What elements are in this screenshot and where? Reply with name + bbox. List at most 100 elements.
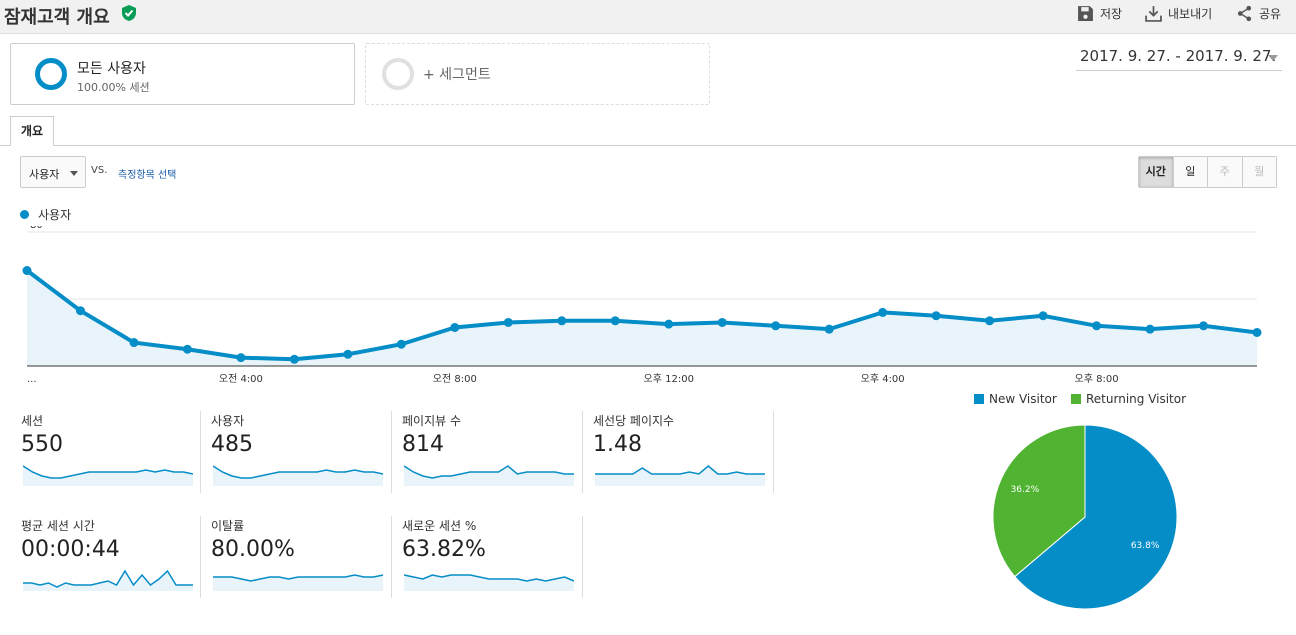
metric-value: 00:00:44 <box>21 537 120 562</box>
export-label: 내보내기 <box>1168 7 1213 21</box>
divider <box>200 516 201 598</box>
data-point <box>22 266 32 276</box>
sparkline-fill <box>404 466 574 486</box>
sparkline-fill <box>595 466 765 486</box>
metric-new-sessions[interactable]: 새로운 세션 % 63.82% <box>402 517 592 603</box>
metric-avg-session-duration[interactable]: 평균 세션 시간 00:00:44 <box>21 517 211 603</box>
segment-all-users[interactable]: 모든 사용자 100.00% 세션 <box>10 43 355 105</box>
metric-sessions[interactable]: 세션 550 <box>21 412 211 498</box>
sparkline-line <box>23 569 193 588</box>
period-hour-button[interactable]: 시간 <box>1139 157 1174 187</box>
sparkline <box>23 569 193 591</box>
y-tick-label: 80 <box>30 226 43 231</box>
divider <box>391 516 392 598</box>
segment-title: 모든 사용자 <box>77 61 146 77</box>
data-point <box>182 344 192 354</box>
sparkline-fill <box>213 575 383 591</box>
metric-value: 80.00% <box>211 537 295 562</box>
sparkline <box>23 465 193 486</box>
save-button[interactable]: 저장 <box>1077 5 1122 22</box>
date-range-picker[interactable]: 2017. 9. 27. - 2017. 9. 27. <box>1076 45 1282 71</box>
x-tick-label: ... <box>27 374 37 385</box>
save-label: 저장 <box>1100 7 1123 21</box>
pie-legend-new[interactable]: New Visitor <box>974 392 1057 406</box>
metric-value: 814 <box>402 432 444 457</box>
export-button[interactable]: 내보내기 <box>1145 5 1212 22</box>
data-point <box>771 321 781 331</box>
data-point <box>75 306 85 316</box>
data-point <box>1092 321 1102 331</box>
sparkline-fill <box>23 466 193 486</box>
data-point <box>396 339 406 349</box>
period-week-button: 주 <box>1208 157 1243 187</box>
x-tick-label: 오후 8:00 <box>1075 373 1119 385</box>
divider <box>391 411 392 493</box>
save-icon <box>1078 6 1093 21</box>
sparkline-line <box>404 465 574 479</box>
metric-label: 이탈률 <box>211 519 245 533</box>
sparkline <box>213 574 383 591</box>
metric-pageviews[interactable]: 페이지뷰 수 814 <box>402 412 592 498</box>
data-point <box>129 338 139 348</box>
empty-segment-ring-icon <box>382 58 414 90</box>
sparkline-line <box>23 465 193 479</box>
data-point <box>1038 311 1048 321</box>
sparkline-fill <box>213 466 383 486</box>
data-point <box>985 316 995 326</box>
x-tick-label: 오후 12:00 <box>644 373 694 385</box>
data-point <box>343 349 353 359</box>
add-segment-button[interactable]: + 세그먼트 <box>365 43 710 105</box>
x-tick-label: 오후 4:00 <box>861 373 905 385</box>
metric-label: 세션 <box>21 414 44 428</box>
vs-label: VS. <box>91 165 108 176</box>
add-segment-label: + 세그먼트 <box>423 67 491 83</box>
sparkline-line <box>595 465 765 475</box>
data-point <box>236 353 246 363</box>
sparkline <box>404 574 574 591</box>
period-day-button[interactable]: 일 <box>1173 157 1208 187</box>
legend-swatch <box>974 394 984 404</box>
data-point <box>717 317 727 327</box>
metric-value: 485 <box>211 432 253 457</box>
legend-label: New Visitor <box>989 392 1057 406</box>
metric-value: 63.82% <box>402 537 486 562</box>
area-fill <box>27 270 1257 366</box>
page-title: 잠재고객 개요 <box>4 7 110 28</box>
legend-label: Returning Visitor <box>1086 392 1187 406</box>
sparkline <box>595 465 765 486</box>
sparkline-fill <box>404 575 574 591</box>
tab-overview[interactable]: 개요 <box>10 116 54 146</box>
pie-slice <box>992 424 1086 578</box>
divider <box>773 411 774 493</box>
chevron-down-icon <box>1268 55 1278 61</box>
segment-ring-icon <box>35 58 67 90</box>
divider <box>200 411 201 493</box>
pie-legend-returning[interactable]: Returning Visitor <box>1071 392 1186 406</box>
select-metric-link[interactable]: 측정항목 선택 <box>118 170 177 181</box>
tab-divider <box>0 145 1296 146</box>
x-tick-label: 오전 4:00 <box>219 373 263 385</box>
metric-users[interactable]: 사용자 485 <box>211 412 401 498</box>
data-point <box>1252 328 1262 337</box>
metric-label: 사용자 <box>211 414 245 428</box>
period-toggle: 시간 일 주 월 <box>1138 156 1277 188</box>
data-point <box>931 311 941 321</box>
legend-swatch <box>1071 394 1081 404</box>
metric-select-value: 사용자 <box>29 168 60 181</box>
share-button[interactable]: 공유 <box>1236 5 1281 22</box>
data-point <box>664 319 674 329</box>
metric-pages-per-session[interactable]: 세선당 페이지수 1.48 <box>593 412 783 498</box>
series-line <box>25 268 1258 362</box>
metric-label: 세선당 페이지수 <box>593 414 675 428</box>
pie-slice <box>1014 424 1178 610</box>
data-point <box>503 317 513 327</box>
sparkline <box>213 465 383 486</box>
sparkline-line <box>213 465 383 479</box>
metric-select[interactable]: 사용자 <box>20 156 86 188</box>
metric-bounce-rate[interactable]: 이탈률 80.00% <box>211 517 401 603</box>
divider <box>582 516 583 598</box>
share-label: 공유 <box>1259 7 1282 21</box>
visitor-type-pie-chart: 63.8% 36.2% <box>992 424 1178 610</box>
date-range-text: 2017. 9. 27. - 2017. 9. 27. <box>1080 47 1277 65</box>
